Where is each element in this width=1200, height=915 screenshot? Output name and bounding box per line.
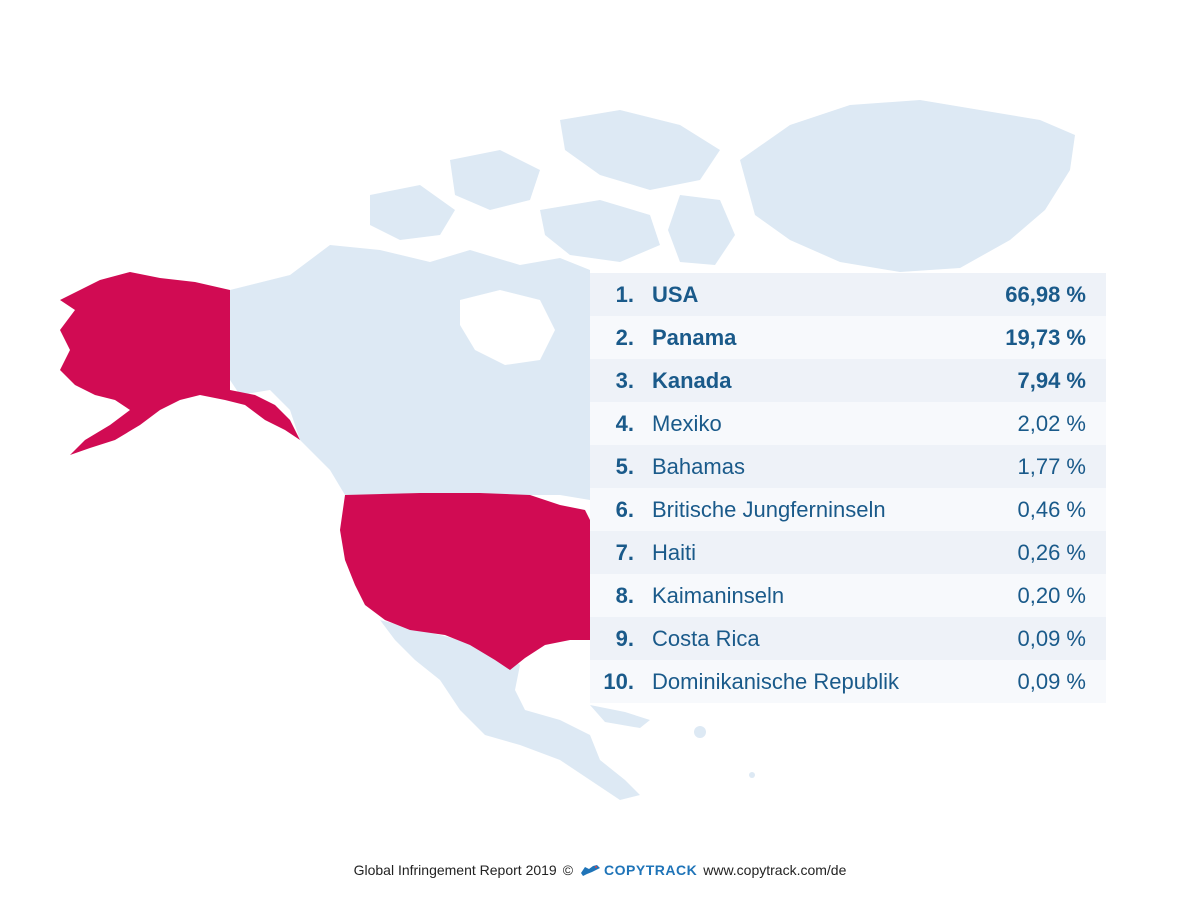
- ranking-row: 10. Dominikanische Republik 0,09 %: [590, 660, 1106, 703]
- rank-number: 10.: [603, 668, 634, 694]
- brand-name: COPYTRACK: [604, 862, 698, 878]
- rank-number: 1.: [615, 281, 634, 307]
- ranking-row: 4. Mexiko 2,02 %: [590, 402, 1106, 445]
- usa-shape: [340, 493, 590, 670]
- caribbean-island-shape: [694, 726, 706, 738]
- country-name: Mexiko: [652, 410, 722, 436]
- footer-url[interactable]: www.copytrack.com/de: [703, 862, 847, 878]
- rank-number: 6.: [615, 496, 634, 522]
- alaska-shape: [60, 272, 300, 455]
- percent-value: 66,98 %: [1005, 281, 1086, 307]
- rank-number: 9.: [615, 625, 634, 651]
- ranking-table: 1. USA 66,98 % 2. Panama 19,73 % 3. Kanada 7,94 …: [590, 273, 1106, 703]
- arctic-islands-shape: [540, 200, 660, 262]
- ranking-row: 7. Haiti 0,26 %: [590, 531, 1106, 574]
- caribbean-island-shape: [749, 772, 755, 778]
- brand-logo: COPYTRACK: [579, 862, 697, 878]
- rank-number: 8.: [615, 582, 634, 608]
- ranking-row: 6. Britische Jungferninseln 0,46 %: [590, 488, 1106, 531]
- ranking-row: 3. Kanada 7,94 %: [590, 359, 1106, 402]
- percent-value: 1,77 %: [1017, 453, 1087, 479]
- arctic-islands-shape: [668, 195, 735, 265]
- arctic-islands-shape: [450, 150, 540, 210]
- hudson-bay-shape: [460, 290, 555, 365]
- arctic-islands-shape: [370, 185, 455, 240]
- ranking-row: 9. Costa Rica 0,09 %: [590, 617, 1106, 660]
- percent-value: 0,09 %: [1017, 625, 1087, 651]
- percent-value: 0,20 %: [1017, 582, 1087, 608]
- country-name: Kaimaninseln: [652, 582, 785, 608]
- country-name: Costa Rica: [652, 625, 760, 651]
- country-name: Panama: [652, 324, 737, 350]
- report-title: Global Infringement Report 2019: [353, 862, 557, 878]
- percent-value: 19,73 %: [1005, 324, 1086, 350]
- footer: Global Infringement Report 2019 © COPYTR…: [0, 862, 1200, 878]
- percent-value: 0,09 %: [1017, 668, 1087, 694]
- rank-number: 5.: [615, 453, 634, 479]
- country-name: Bahamas: [652, 453, 745, 479]
- caribbean-shape: [590, 705, 650, 728]
- rank-number: 4.: [615, 410, 634, 436]
- dog-icon: [581, 865, 601, 876]
- arctic-islands-shape: [560, 110, 720, 190]
- ranking-row: 8. Kaimaninseln 0,20 %: [590, 574, 1106, 617]
- ranking-row: 2. Panama 19,73 %: [590, 316, 1106, 359]
- rank-number: 7.: [615, 539, 634, 565]
- rank-number: 2.: [615, 324, 634, 350]
- rank-number: 3.: [615, 367, 634, 393]
- mexico-shape: [380, 620, 640, 800]
- country-name: Dominikanische Republik: [652, 668, 900, 694]
- ranking-row: 5. Bahamas 1,77 %: [590, 445, 1106, 488]
- percent-value: 0,46 %: [1017, 496, 1087, 522]
- ranking-row: 1. USA 66,98 %: [590, 273, 1106, 316]
- percent-value: 0,26 %: [1017, 539, 1087, 565]
- greenland-shape: [740, 100, 1075, 272]
- country-name: Haiti: [652, 539, 697, 565]
- country-name: USA: [652, 281, 699, 307]
- percent-value: 7,94 %: [1017, 367, 1087, 393]
- country-name: Britische Jungferninseln: [652, 496, 886, 522]
- country-name: Kanada: [652, 367, 732, 393]
- canada-shape: [230, 245, 590, 500]
- percent-value: 2,02 %: [1017, 410, 1087, 436]
- copyright-symbol: ©: [562, 862, 574, 878]
